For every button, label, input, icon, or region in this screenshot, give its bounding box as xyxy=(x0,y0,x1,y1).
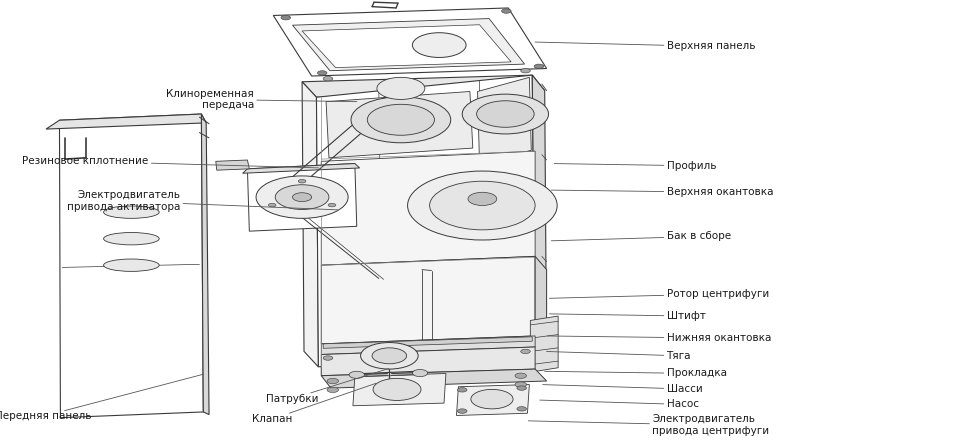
Text: Нижняя окантовка: Нижняя окантовка xyxy=(548,333,771,343)
Polygon shape xyxy=(532,75,547,368)
Circle shape xyxy=(298,179,306,183)
Text: Резиновое кплотнение: Резиновое кплотнение xyxy=(22,156,318,168)
Polygon shape xyxy=(535,256,547,348)
Polygon shape xyxy=(321,256,535,344)
Text: Бак в сборе: Бак в сборе xyxy=(551,232,731,241)
Circle shape xyxy=(327,378,339,384)
Circle shape xyxy=(502,9,511,13)
Text: Штифт: Штифт xyxy=(550,311,706,321)
Circle shape xyxy=(351,97,451,143)
Polygon shape xyxy=(46,114,206,129)
Circle shape xyxy=(373,378,421,400)
Polygon shape xyxy=(323,337,532,348)
Circle shape xyxy=(281,15,291,20)
Text: Клиноременная
передача: Клиноременная передача xyxy=(166,89,357,110)
Circle shape xyxy=(323,76,333,81)
Polygon shape xyxy=(292,19,525,71)
Polygon shape xyxy=(321,336,535,354)
Circle shape xyxy=(517,407,526,411)
Polygon shape xyxy=(247,164,357,231)
Polygon shape xyxy=(302,82,318,367)
Polygon shape xyxy=(321,347,535,376)
Circle shape xyxy=(377,77,425,99)
Circle shape xyxy=(412,370,428,377)
Circle shape xyxy=(361,343,418,369)
Text: Тяга: Тяга xyxy=(547,351,691,361)
Circle shape xyxy=(367,104,434,135)
Polygon shape xyxy=(470,192,495,217)
Circle shape xyxy=(534,64,544,69)
Circle shape xyxy=(323,356,333,360)
Text: Ротор центрифуги: Ротор центрифуги xyxy=(550,289,769,299)
Text: Передняя панель: Передняя панель xyxy=(0,374,203,421)
Text: Профиль: Профиль xyxy=(554,161,716,171)
Circle shape xyxy=(515,373,526,378)
Polygon shape xyxy=(201,114,209,415)
Circle shape xyxy=(328,203,336,207)
Text: Прокладка: Прокладка xyxy=(545,369,727,378)
Circle shape xyxy=(372,348,407,364)
Ellipse shape xyxy=(104,232,159,245)
Circle shape xyxy=(327,387,339,392)
Circle shape xyxy=(517,386,526,390)
Text: Верхняя окантовка: Верхняя окантовка xyxy=(551,187,773,197)
Circle shape xyxy=(457,409,467,413)
Circle shape xyxy=(457,388,467,392)
Polygon shape xyxy=(316,75,535,367)
Polygon shape xyxy=(243,164,360,173)
Circle shape xyxy=(521,349,530,354)
Polygon shape xyxy=(456,385,529,415)
Circle shape xyxy=(256,176,348,218)
Circle shape xyxy=(269,203,276,207)
Circle shape xyxy=(462,94,549,134)
Text: Электродвигатель
привода центрифуги: Электродвигатель привода центрифуги xyxy=(528,415,769,436)
Circle shape xyxy=(275,185,329,210)
Circle shape xyxy=(430,181,535,230)
Polygon shape xyxy=(321,369,547,388)
Circle shape xyxy=(477,101,534,127)
Text: Верхняя панель: Верхняя панель xyxy=(535,42,755,51)
Text: Клапан: Клапан xyxy=(252,383,376,424)
Polygon shape xyxy=(273,8,547,76)
Circle shape xyxy=(408,171,557,240)
Polygon shape xyxy=(216,160,249,170)
Ellipse shape xyxy=(104,206,159,218)
Text: Электродвигатель
привода активатора: Электродвигатель привода активатора xyxy=(67,191,338,212)
Polygon shape xyxy=(353,373,446,406)
Text: Патрубки: Патрубки xyxy=(266,369,388,404)
Polygon shape xyxy=(478,77,531,164)
Polygon shape xyxy=(302,25,511,68)
Circle shape xyxy=(521,69,530,73)
Circle shape xyxy=(468,192,497,206)
Circle shape xyxy=(317,71,327,75)
Polygon shape xyxy=(530,316,558,372)
Circle shape xyxy=(412,33,466,57)
Ellipse shape xyxy=(104,259,159,271)
Circle shape xyxy=(471,389,513,409)
Polygon shape xyxy=(326,91,473,158)
Circle shape xyxy=(349,371,364,378)
Polygon shape xyxy=(321,151,535,265)
Polygon shape xyxy=(302,75,545,97)
Circle shape xyxy=(292,193,312,202)
Text: Шасси: Шасси xyxy=(543,384,702,394)
Polygon shape xyxy=(59,114,203,418)
Circle shape xyxy=(515,382,526,387)
Text: Насос: Насос xyxy=(540,400,698,409)
